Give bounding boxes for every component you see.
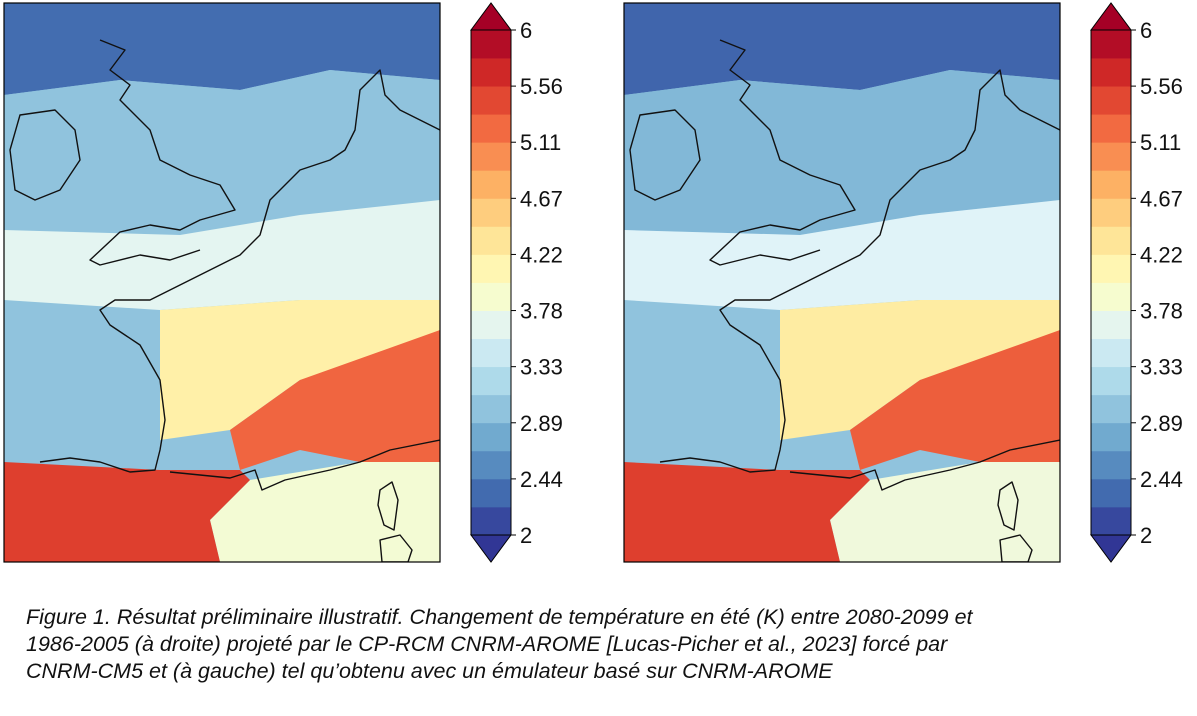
colorbar-segment [1091,142,1131,171]
colorbar-segment [1091,394,1131,424]
coastline-1 [629,109,701,201]
colorbar-segment [1091,450,1131,480]
colorbar-extend-max [1090,2,1132,31]
colorbar-tick-label: 6 [1140,18,1152,43]
colorbar-segment [471,366,511,396]
colorbar-tick-label: 4.67 [520,186,563,211]
map-figure-right: 2 2.44 2.89 3.33 3.78 4.22 4.67 5.11 5.56 6 [623,2,1183,563]
colorbar-tick-label: 2.89 [520,411,563,436]
colorbar-segment [1091,226,1131,255]
region-northern-france-and-channel [4,200,440,310]
colorbar-extend-min [470,534,512,563]
coastline-3 [169,439,440,491]
colorbar-segment [471,310,511,340]
colorbar-segment [471,30,511,59]
coastline-3 [789,439,1060,491]
colorbar-tick-label: 5.56 [520,74,563,99]
colorbar-tick-label: 3.33 [1140,355,1183,380]
region-alps-and-massif-central [850,330,1060,470]
coastline-5 [379,534,413,562]
colorbar-segment [471,114,511,143]
colorbar-segment [471,142,511,171]
colorbar-tick-label: 4.67 [1140,186,1183,211]
colorbar-segment [471,506,511,536]
colorbar-segment [471,422,511,452]
colorbar-segment [1091,506,1131,536]
colorbar-tick-label: 2.44 [520,467,563,492]
map-frame-left [3,2,441,563]
colorbar-segment [1091,478,1131,508]
colorbar-segment [471,450,511,480]
colorbar-segment [1091,282,1131,311]
colorbar-segment [471,58,511,87]
colorbar-tick-label: 3.78 [520,299,563,324]
colorbar-segment [471,170,511,199]
colorbar-tick-label: 6 [520,18,532,43]
coastline-2 [39,69,440,473]
colorbar-segment [471,254,511,283]
colorbar-tick-label: 5.11 [1140,130,1181,155]
colorbar-segment [1091,114,1131,143]
caption-line-3: CNRM-CM5 et (à gauche) tel qu’obtenu ave… [26,659,833,683]
colorbar-extend-min [1090,534,1132,563]
temperature-map-left [4,3,440,562]
colorbar-outline [1090,29,1132,536]
caption-line-2: 1986-2005 (à droite) projeté par le CP-R… [26,632,948,656]
colorbar-segment [471,478,511,508]
colorbar-right: 2 2.44 2.89 3.33 3.78 4.22 4.67 5.11 5.56 6 [1090,2,1183,563]
colorbar-tick-label: 5.56 [1140,74,1183,99]
colorbar-tick-label: 3.78 [1140,299,1183,324]
figure-caption: Figure 1. Résultat préliminaire illustra… [26,604,1176,685]
colorbar-tick-label: 4.22 [520,242,563,267]
region-central-france [780,300,1060,440]
colorbar-tick-label: 2.44 [1140,467,1183,492]
panel-emulator: 2 2.44 2.89 3.33 3.78 4.22 4.67 5.11 5.56 6 [0,0,580,565]
region-central-france [160,300,440,440]
colorbar-segment [471,86,511,115]
colorbar-segment [471,338,511,368]
colorbar-tick-label: 2 [520,523,532,548]
coastline-4 [377,481,399,531]
coastline-5 [999,534,1033,562]
colorbar-tick-label: 2 [1140,523,1152,548]
coastline-0 [709,39,856,266]
colorbar-segment [1091,422,1131,452]
temperature-map-right [624,3,1060,562]
colorbar-segment [1091,338,1131,368]
map-frame-right [623,2,1061,563]
colorbar-segment [1091,254,1131,283]
colorbar-segment [471,198,511,227]
region-spain-and-pyrenees [4,462,250,562]
colorbar-extend-max [470,2,512,31]
caption-line-1: Figure 1. Résultat préliminaire illustra… [26,605,973,629]
colorbar-segment [1091,86,1131,115]
region-alps-and-massif-central [230,330,440,470]
colorbar-tick-label: 2.89 [1140,411,1183,436]
colorbar-segment [471,226,511,255]
colorbar-segment [1091,366,1131,396]
coastline-0 [89,39,236,266]
colorbar-segment [1091,170,1131,199]
region-northern-france-and-channel [624,200,1060,310]
colorbar-tick-label: 3.33 [520,355,563,380]
coastline-4 [997,481,1019,531]
colorbar-tick-label: 4.22 [1140,242,1183,267]
region-british-isles-and-north-sea [4,70,440,235]
coastline-1 [9,109,81,201]
colorbar-tick-label: 5.11 [520,130,561,155]
colorbar-segment [1091,198,1131,227]
region-british-isles-and-north-sea [624,70,1060,235]
colorbar-segment [1091,58,1131,87]
colorbar-segment [471,282,511,311]
region-spain-and-pyrenees [624,462,870,562]
panel-cnrm-arome: 2 2.44 2.89 3.33 3.78 4.22 4.67 5.11 5.56 6 [620,0,1197,565]
coastline-2 [659,69,1060,473]
colorbar-left: 2 2.44 2.89 3.33 3.78 4.22 4.67 5.11 5.56 6 [470,2,563,563]
colorbar-segment [1091,30,1131,59]
colorbar-outline [470,29,512,536]
colorbar-segment [471,394,511,424]
colorbar-segment [1091,310,1131,340]
map-figure-left: 2 2.44 2.89 3.33 3.78 4.22 4.67 5.11 5.56 6 [3,2,563,563]
